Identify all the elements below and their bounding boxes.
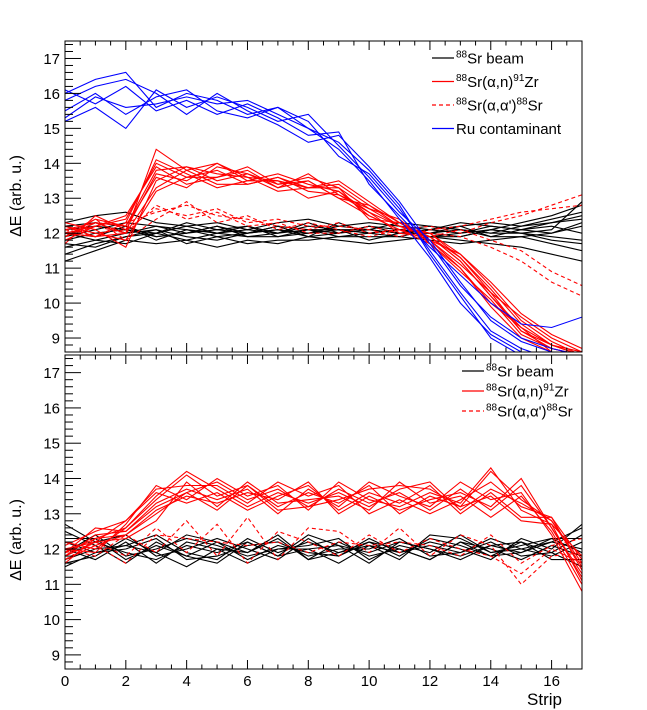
legend-label: 88Sr beam	[456, 50, 524, 68]
top-y-tick-label: 11	[44, 261, 60, 278]
legend-label: 88Sr(α,α')88Sr	[486, 403, 573, 421]
x-tick-label: 0	[61, 673, 69, 690]
bottom-series-2-line-0	[65, 523, 582, 575]
bottom-legend: 88Sr beam 88Sr(α,n)91Zr 88Sr(α,α')88Sr	[462, 363, 573, 421]
top-y-tick-label: 9	[52, 331, 60, 348]
top-series-3-line-0	[65, 71, 517, 352]
top-series-1-line-9	[65, 166, 570, 352]
top-y-tick-label: 16	[43, 86, 60, 103]
top-series-3-line-2	[65, 85, 582, 329]
top-series-0-line-9	[65, 229, 582, 252]
bottom-series-0-line-4	[65, 534, 582, 561]
x-tick-label: 2	[122, 673, 130, 690]
bottom-plot-area	[65, 467, 582, 592]
bottom-y-tick-label: 16	[43, 400, 60, 417]
top-series-3-line-1	[65, 89, 555, 352]
top-y-tick-label: 15	[43, 121, 60, 138]
x-tick-label: 14	[482, 673, 499, 690]
bottom-y-tick-label: 15	[43, 436, 60, 453]
top-series-1-line-3	[65, 166, 570, 352]
x-tick-label: 8	[304, 673, 312, 690]
bottom-y-axis-label: ΔE (arb. u.)	[8, 499, 25, 581]
top-series-0-line-6	[65, 211, 582, 231]
bottom-y-tick-label: 12	[43, 542, 60, 559]
top-series-0-line-11	[65, 222, 582, 245]
x-axis-label: Strip	[527, 690, 562, 709]
top-plot-area	[65, 71, 582, 352]
legend-label: 88Sr beam	[486, 363, 554, 381]
x-tick-label: 10	[361, 673, 378, 690]
legend-label: 88Sr(α,α')88Sr	[456, 97, 543, 115]
bottom-series-1-line-9	[65, 484, 582, 582]
top-series-0-line-4	[65, 225, 582, 241]
bottom-series-0-line-8	[65, 534, 582, 564]
top-series-2-line-1	[65, 204, 582, 287]
legend-label: Ru contaminant	[456, 121, 562, 138]
x-tick-label: 16	[543, 673, 560, 690]
bottom-series-1-line-7	[65, 477, 582, 575]
top-series-1-line-8	[65, 169, 582, 349]
top-y-tick-label: 10	[43, 296, 60, 313]
top-y-axis-label: ΔE (arb. u.)	[8, 155, 25, 237]
x-tick-label: 6	[243, 673, 251, 690]
top-series-1-line-6	[65, 162, 555, 352]
top-y-tick-label: 12	[43, 226, 60, 243]
legend-label: 88Sr(α,n)91Zr	[486, 383, 569, 401]
bottom-y-tick-label: 13	[43, 506, 60, 523]
top-series-2-line-2	[65, 201, 582, 297]
x-tick-label: 4	[182, 673, 190, 690]
bottom-series-1-line-4	[65, 467, 582, 557]
x-tick-label: 12	[422, 673, 439, 690]
bottom-y-tick-label: 10	[43, 612, 60, 629]
top-y-tick-label: 13	[43, 191, 60, 208]
bottom-panel: 0 2 4 6 8 10 12 14 16 9 10 11 12 13 14 15 16 17 ΔE (arb. u…	[8, 354, 583, 690]
top-series-3-line-5	[65, 96, 524, 352]
bottom-y-tick-label: 17	[43, 365, 60, 382]
top-series-1-line-2	[65, 169, 576, 352]
bottom-series-0-line-5	[65, 523, 582, 561]
top-series-1-line-7	[65, 162, 574, 352]
bottom-series-0-line-9	[65, 534, 582, 561]
bottom-y-tick-label: 9	[52, 647, 60, 664]
bottom-y-tick-label: 11	[44, 577, 60, 594]
top-y-tick-label: 17	[43, 51, 60, 68]
top-series-0-line-8	[65, 215, 582, 234]
bottom-series-1-line-8	[65, 481, 582, 560]
bottom-series-0-line-1	[65, 530, 582, 564]
top-series-2-line-3	[65, 204, 582, 238]
bottom-y-tick-label: 14	[43, 471, 60, 488]
top-series-0-line-7	[65, 236, 582, 262]
top-y-tick-label: 14	[43, 156, 60, 173]
top-legend: 88Sr beam 88Sr(α,n)91Zr 88Sr(α,α')88Sr Ru c…	[432, 50, 562, 138]
top-series-1-line-0	[65, 148, 574, 352]
legend-label: 88Sr(α,n)91Zr	[456, 73, 539, 91]
bottom-series-2-line-2	[65, 534, 582, 564]
